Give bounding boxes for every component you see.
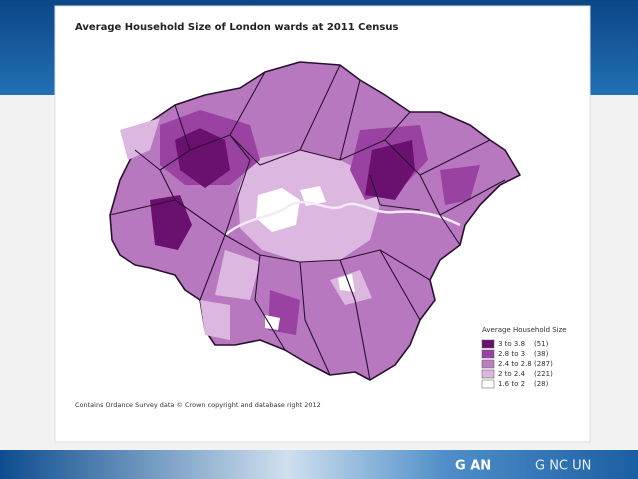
map-title: Average Household Size of London wards a… — [75, 22, 398, 33]
map — [109, 61, 521, 381]
legend-count: (51) — [534, 340, 549, 348]
source-note: Contains Ordance Survey data © Crown cop… — [75, 401, 321, 409]
legend-count: (287) — [534, 360, 553, 368]
legend-label: 3 to 3.8 — [498, 340, 525, 348]
legend-swatch — [481, 369, 495, 379]
thames — [224, 200, 461, 236]
legend-swatch — [481, 379, 495, 389]
borough-boundaries — [109, 64, 506, 381]
legend-swatch — [481, 339, 495, 349]
legend-items: 3 to 3.8 (51) 2.8 to 3 (38)2.4 to 2.8 (287) 2… — [481, 339, 553, 389]
legend: Average Household Size 3 to 3.8 (51) 2.8 t… — [481, 326, 567, 389]
footer-left: G AN — [455, 459, 491, 474]
legend-swatch — [481, 359, 495, 369]
legend-count: (221) — [534, 370, 553, 378]
footer-right: G NC UN — [535, 459, 591, 474]
legend-title: Average Household Size — [482, 326, 567, 334]
legend-label: 2.4 to 2.8 — [498, 360, 532, 368]
footer-band — [0, 450, 638, 479]
legend-swatch — [481, 349, 495, 359]
legend-label: 2 to 2.4 — [498, 370, 526, 378]
legend-label: 2.8 to 3 — [498, 350, 525, 358]
legend-label: 1.6 to 2 — [498, 380, 525, 388]
legend-count: (38) — [534, 350, 549, 358]
legend-count: (28) — [534, 380, 549, 388]
